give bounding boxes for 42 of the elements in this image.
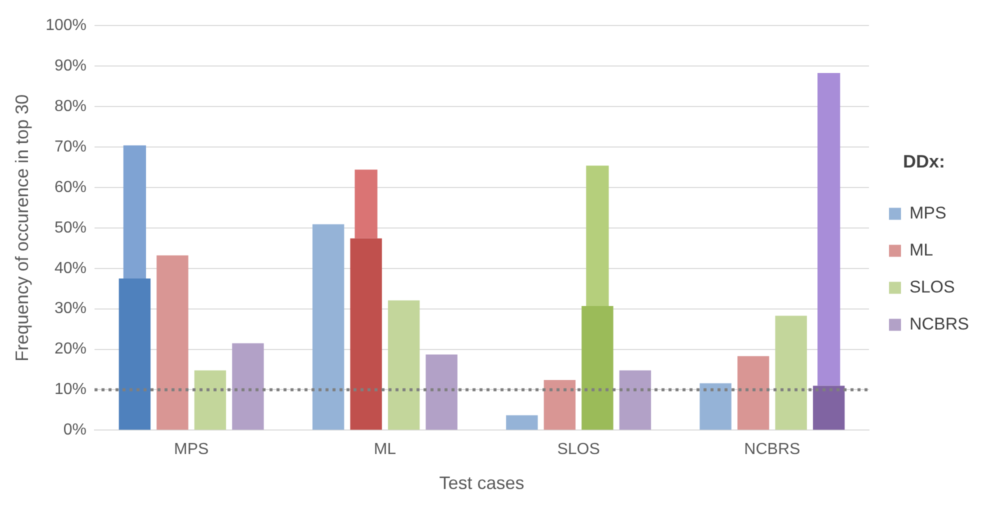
bar: [775, 316, 807, 430]
bar: [812, 386, 845, 430]
x-tick-label: SLOS: [557, 441, 600, 458]
bar: [426, 354, 458, 430]
x-axis-title: Test cases: [439, 473, 524, 494]
bar: [582, 306, 614, 430]
x-tick-label: ML: [374, 441, 396, 458]
y-axis-title: Frequency of occurence in top 30: [12, 94, 32, 362]
y-tick-label: 70%: [54, 138, 87, 156]
legend-title: DDx:: [902, 152, 946, 172]
bar: [388, 300, 420, 430]
bar: [123, 145, 146, 278]
bar: [118, 278, 151, 430]
x-tick-label: NCBRS: [744, 441, 800, 458]
bar: [619, 370, 652, 430]
y-tick-label: 100%: [46, 17, 87, 34]
y-tick-label: 10%: [54, 381, 87, 398]
y-tick-label: 20%: [54, 340, 87, 358]
legend-label: MPS: [909, 203, 946, 222]
y-tick-label: 90%: [54, 57, 87, 74]
y-tick-label: 80%: [54, 98, 87, 115]
bar: [350, 238, 382, 430]
bar: [700, 383, 732, 430]
bar: [737, 356, 770, 430]
bar: [817, 72, 840, 386]
x-tick-label: MPS: [174, 441, 209, 458]
bar: [586, 166, 609, 306]
legend-label: NCBRS: [909, 314, 970, 334]
y-tick-label: 60%: [54, 178, 87, 196]
bar: [506, 415, 538, 430]
y-tick-label: 50%: [54, 219, 87, 236]
legend-label: ML: [909, 240, 934, 260]
bar: [544, 380, 576, 430]
bar: [194, 370, 226, 430]
y-tick-label: 40%: [54, 260, 87, 277]
y-tick-label: 0%: [63, 422, 87, 439]
bar: [156, 255, 188, 430]
bar: [312, 224, 344, 430]
y-tick-label: 30%: [54, 300, 87, 318]
legend-label: SLOS: [909, 277, 955, 296]
bar: [232, 343, 264, 430]
bar: [354, 170, 378, 238]
